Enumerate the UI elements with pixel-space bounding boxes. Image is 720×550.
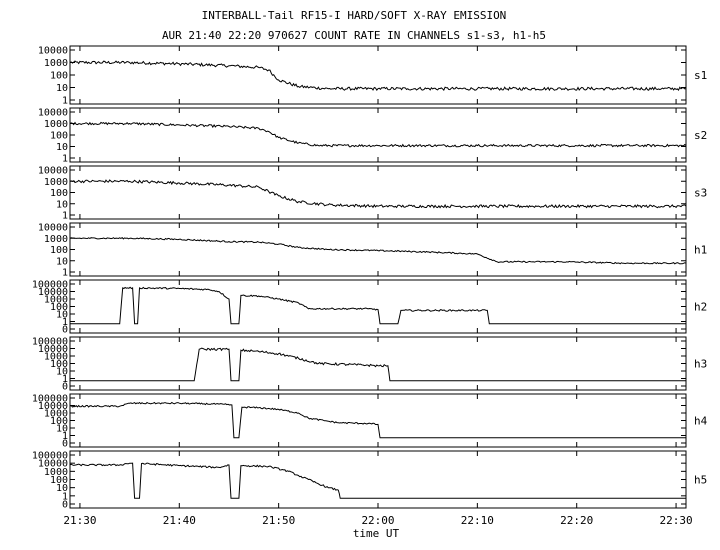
y-tick-label: 1000 xyxy=(44,352,68,363)
series-s2 xyxy=(69,121,687,148)
y-tick-label: 10 xyxy=(56,424,68,435)
series-h5 xyxy=(69,462,686,499)
y-tick-label: 100 xyxy=(50,245,68,256)
y-tick-label: 1000 xyxy=(44,467,68,478)
y-tick-label: 1000 xyxy=(44,234,68,245)
y-tick-label: 1000 xyxy=(44,295,68,306)
y-tick-label: 10 xyxy=(56,83,68,94)
channel-label-s2: s2 xyxy=(694,129,707,142)
y-tick-label: 1 xyxy=(62,154,68,165)
y-tick-label: 10000 xyxy=(38,459,68,470)
y-tick-label: 100 xyxy=(50,188,68,199)
y-tick-label: 10 xyxy=(56,199,68,210)
y-tick-label: 100 xyxy=(50,416,68,427)
series-h4 xyxy=(69,401,686,439)
x-tick-label: 21:50 xyxy=(262,514,295,527)
y-tick-label: 10000 xyxy=(38,401,68,412)
series-h2 xyxy=(70,286,686,325)
y-tick-label: 100 xyxy=(50,131,68,142)
channel-label-s3: s3 xyxy=(694,187,707,200)
y-tick-label: 1000 xyxy=(44,119,68,130)
chart-title: INTERBALL-Tail RF15-I HARD/SOFT X-RAY EM… xyxy=(202,9,507,22)
y-tick-label: 1000 xyxy=(44,409,68,420)
panel-frame xyxy=(69,107,687,163)
panel-frame xyxy=(69,336,687,391)
y-tick-label: 100000 xyxy=(32,337,68,348)
panel-frame xyxy=(69,393,687,448)
channel-label-s1: s1 xyxy=(694,69,707,82)
y-tick-label: 100000 xyxy=(32,280,68,291)
y-tick-label: 1000 xyxy=(44,58,68,69)
y-tick-label: 1 xyxy=(62,211,68,222)
series-h3 xyxy=(70,347,686,382)
x-tick-label: 21:40 xyxy=(163,514,196,527)
y-tick-label: 1 xyxy=(62,317,68,328)
x-tick-label: 22:10 xyxy=(461,514,494,527)
y-tick-label: 10000 xyxy=(38,344,68,355)
chart-subtitle: AUR 21:40 22:20 970627 COUNT RATE IN CHA… xyxy=(162,29,546,42)
y-tick-label: 100000 xyxy=(32,394,68,405)
x-tick-label: 22:30 xyxy=(660,514,693,527)
x-tick-label: 22:20 xyxy=(560,514,593,527)
y-tick-label: 10 xyxy=(56,483,68,494)
y-tick-label: 1 xyxy=(62,431,68,442)
panel-frame xyxy=(69,222,687,277)
y-tick-label: 100 xyxy=(50,71,68,82)
y-tick-label: 0 xyxy=(62,325,68,336)
y-tick-label: 10000 xyxy=(38,223,68,234)
channel-label-h1: h1 xyxy=(694,244,707,257)
panel-frame xyxy=(69,165,687,220)
y-tick-label: 1000 xyxy=(44,177,68,188)
panels: 100001000100101s1100001000100101s2100001… xyxy=(32,45,708,511)
y-tick-label: 100000 xyxy=(32,451,68,462)
y-tick-label: 10 xyxy=(56,367,68,378)
y-tick-label: 1 xyxy=(62,491,68,502)
y-tick-label: 10000 xyxy=(38,108,68,119)
channel-label-h2: h2 xyxy=(694,301,707,314)
y-tick-label: 10000 xyxy=(38,46,68,57)
y-tick-label: 10 xyxy=(56,256,68,267)
y-tick-label: 100 xyxy=(50,359,68,370)
y-tick-label: 10000 xyxy=(38,287,68,298)
y-tick-label: 0 xyxy=(62,382,68,393)
y-tick-label: 1 xyxy=(62,268,68,279)
y-tick-label: 10000 xyxy=(38,166,68,177)
y-tick-label: 1 xyxy=(62,96,68,107)
series-s1 xyxy=(69,60,687,92)
x-axis: 21:30 21:40 21:50 22:00 22:10 22:20 22:30 xyxy=(63,46,693,527)
series-s3 xyxy=(69,179,687,209)
y-tick-label: 0 xyxy=(62,500,68,511)
channel-label-h3: h3 xyxy=(694,358,707,371)
y-tick-label: 10 xyxy=(56,310,68,321)
panel-frame xyxy=(69,450,687,509)
x-axis-label: time UT xyxy=(353,527,400,540)
x-tick-label: 22:00 xyxy=(361,514,394,527)
y-tick-label: 0 xyxy=(62,439,68,450)
series-h1 xyxy=(69,236,687,265)
channel-label-h4: h4 xyxy=(694,415,708,428)
y-tick-label: 1 xyxy=(62,374,68,385)
y-tick-label: 10 xyxy=(56,142,68,153)
y-tick-label: 100 xyxy=(50,302,68,313)
panel-frame xyxy=(69,45,687,105)
y-tick-label: 100 xyxy=(50,475,68,486)
x-tick-label: 21:30 xyxy=(63,514,96,527)
channel-label-h5: h5 xyxy=(694,474,707,487)
